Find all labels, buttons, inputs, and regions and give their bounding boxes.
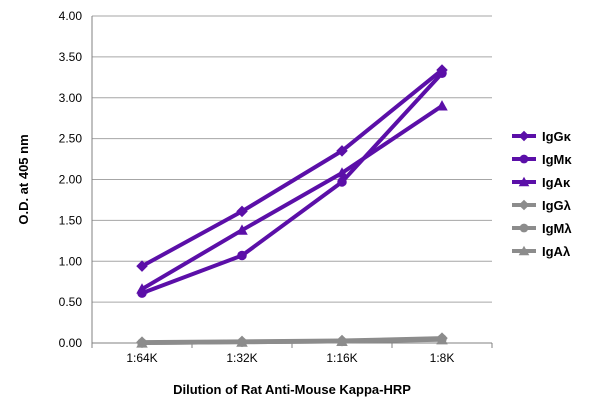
x-axis-title: Dilution of Rat Anti-Mouse Kappa-HRP — [173, 382, 411, 397]
y-tick-label: 1.50 — [59, 213, 83, 227]
data-point — [236, 335, 248, 348]
legend-swatch-marker — [518, 199, 530, 211]
legend-label: IgGλ — [542, 198, 572, 213]
data-point — [136, 260, 148, 272]
data-point — [236, 205, 248, 218]
data-point — [236, 224, 248, 235]
series-line — [140, 67, 444, 269]
series-line — [140, 103, 444, 292]
legend-swatch-marker — [518, 245, 530, 256]
legend-swatch-marker — [518, 176, 530, 187]
x-tick-labels: 1:64K 1:32K 1:16K 1:8K — [126, 351, 454, 365]
data-point — [137, 288, 147, 298]
legend-item: IgAκ — [512, 175, 571, 190]
legend-item: IgMλ — [512, 221, 572, 236]
legend-swatch-marker — [519, 154, 529, 164]
legend-swatch-marker — [518, 130, 530, 142]
y-tick-label: 3.00 — [59, 91, 83, 105]
data-point — [336, 145, 348, 157]
y-tick-label: 2.00 — [59, 173, 83, 187]
y-tick-label: 0.00 — [59, 336, 83, 350]
legend-label: IgAκ — [542, 175, 571, 190]
x-tick-label: 1:64K — [126, 351, 157, 365]
data-point — [237, 250, 247, 261]
legend-label: IgAλ — [542, 244, 571, 259]
data-point — [436, 100, 448, 111]
y-axis-title: O.D. at 405 nm — [16, 134, 31, 224]
y-tick-labels: 0.00 0.50 1.00 1.50 2.00 2.50 3.00 3.50 4.00 — [59, 9, 83, 350]
legend: IgGκ IgMκ IgAκ IgGλ IgMλ IgAλ — [512, 129, 572, 259]
series-1 — [136, 64, 448, 272]
x-tick-label: 1:16K — [326, 351, 357, 365]
data-point — [436, 332, 448, 344]
series-group — [136, 64, 448, 348]
y-tick-label: 3.50 — [59, 50, 83, 64]
y-tick-label: 4.00 — [59, 9, 83, 23]
data-point — [436, 64, 448, 76]
data-point — [336, 167, 348, 178]
legend-swatch-marker — [519, 223, 529, 233]
data-point — [136, 336, 148, 348]
legend-item: IgMκ — [512, 152, 572, 167]
legend-label: IgMλ — [542, 221, 572, 236]
series-line — [140, 71, 444, 296]
x-tick-label: 1:32K — [226, 351, 257, 365]
data-point — [336, 334, 348, 347]
legend-item: IgGκ — [512, 129, 572, 144]
legend-item: IgGλ — [512, 198, 572, 213]
legend-label: IgGκ — [542, 129, 572, 144]
y-tick-label: 2.50 — [59, 132, 83, 146]
legend-label: IgMκ — [542, 152, 572, 167]
data-point — [337, 177, 347, 187]
legend-item: IgAλ — [512, 244, 571, 259]
y-tick-label: 0.50 — [59, 295, 83, 309]
series-4 — [136, 332, 448, 348]
series-line — [140, 336, 444, 345]
x-tick-label: 1:8K — [430, 351, 455, 365]
series-3 — [136, 100, 448, 294]
y-tick-label: 1.00 — [59, 254, 83, 268]
